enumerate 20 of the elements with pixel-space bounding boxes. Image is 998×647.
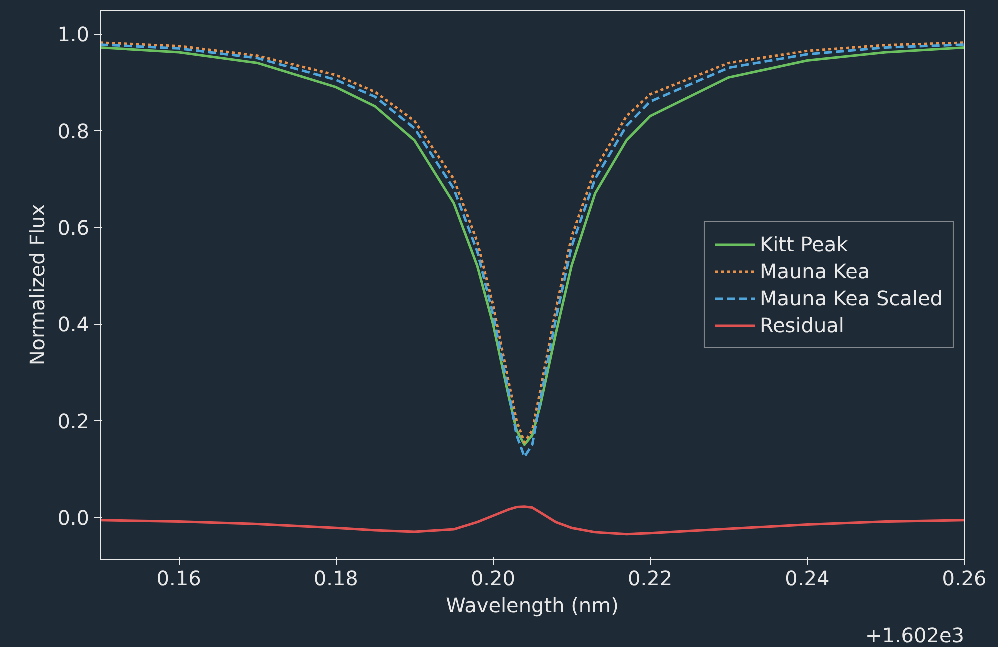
y-tick-label: 0.0: [58, 506, 90, 530]
x-tick-label: 0.24: [785, 566, 830, 590]
legend-label: Residual: [760, 313, 844, 337]
y-tick-label: 1.0: [58, 22, 90, 47]
legend-label: Mauna Kea Scaled: [760, 286, 943, 310]
x-tick-label: 0.18: [314, 566, 358, 590]
text: +1.602e3: [865, 624, 965, 647]
y-tick-label: 0.6: [58, 216, 90, 240]
legend-label: Mauna Kea: [760, 259, 870, 283]
y-tick-label: 0.2: [58, 409, 90, 434]
line-series: [100, 506, 964, 536]
x-axis-title: Wavelength (nm): [446, 594, 619, 618]
x-tick-label: 0.16: [156, 566, 202, 590]
legend-label: Kitt Peak: [760, 232, 848, 256]
y-tick-label: 0.8: [58, 119, 90, 144]
y-axis-title: Normalized Flux: [26, 204, 50, 366]
y-tick-label: 0.4: [58, 312, 90, 337]
x-tick-label: 0.22: [628, 566, 673, 590]
x-tick-label: 0.20: [470, 566, 516, 590]
x-tick-label: 0.26: [942, 566, 987, 590]
